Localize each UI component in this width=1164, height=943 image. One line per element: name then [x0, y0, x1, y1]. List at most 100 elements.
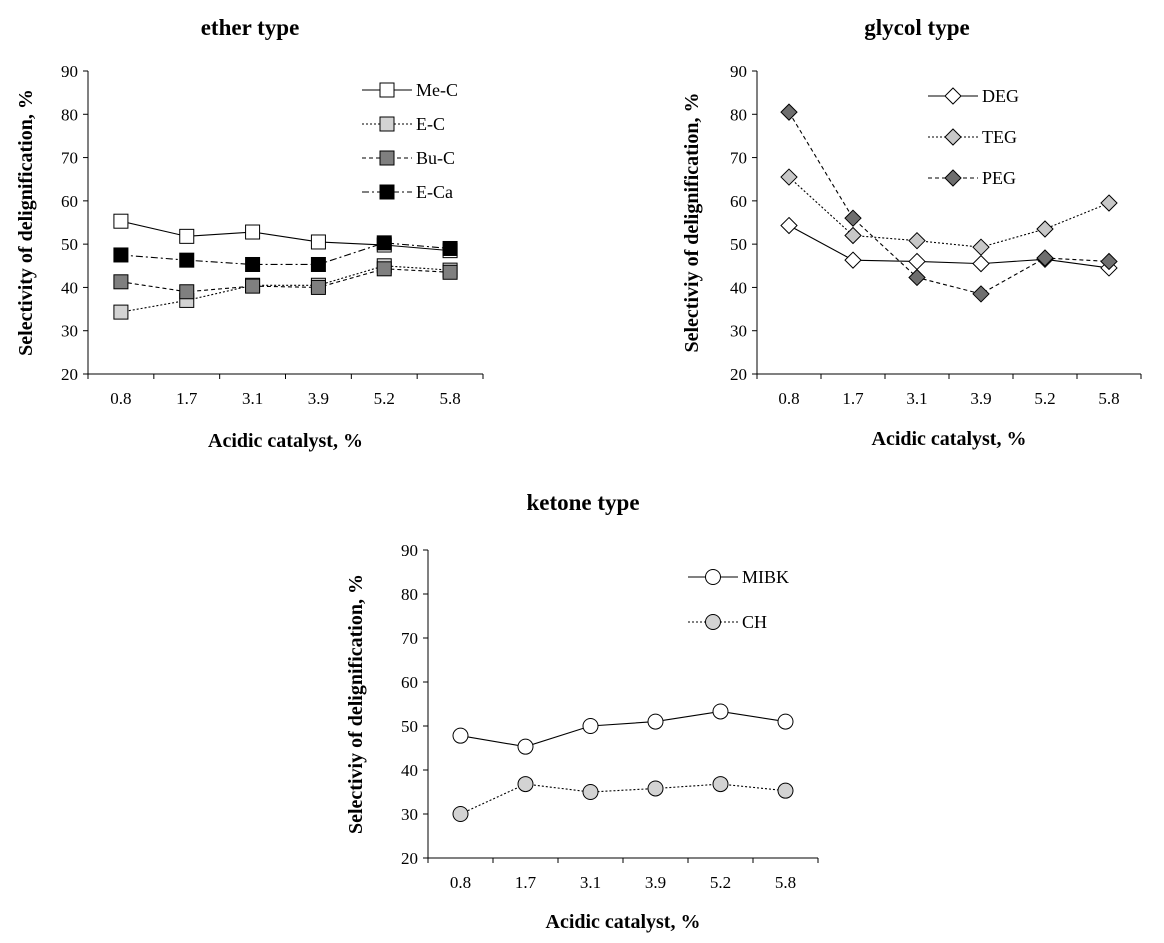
series-ch [452, 776, 794, 822]
series-line [120, 220, 451, 252]
data-point [972, 254, 990, 273]
x-tick-label: 1.7 [842, 389, 864, 408]
data-point [442, 264, 458, 280]
series-line [788, 225, 1110, 269]
data-point [777, 782, 794, 799]
data-point [1100, 194, 1118, 212]
legend-label: MIBK [742, 567, 789, 587]
y-tick-label: 70 [730, 149, 747, 168]
data-point [452, 806, 469, 822]
data-point [712, 703, 729, 720]
data-point [972, 285, 990, 303]
legend-entry-mibk: MIBK [688, 567, 789, 587]
legend-entry-e-c: E-C [362, 114, 445, 134]
legend-entry-me-c: Me-C [362, 80, 458, 100]
legend-entry-bu-c: Bu-C [362, 148, 455, 168]
data-point [582, 784, 599, 800]
y-tick-label: 40 [61, 278, 78, 297]
y-tick-label: 30 [730, 322, 747, 341]
series-line [120, 242, 451, 266]
legend-marker [705, 569, 721, 585]
y-axis-label: Selectivity of delignification, % [15, 89, 37, 356]
y-tick-label: 40 [730, 278, 747, 297]
series-e-ca [113, 235, 458, 272]
data-point [844, 209, 862, 227]
y-tick-label: 20 [61, 365, 78, 384]
legend-marker [379, 184, 395, 200]
y-tick-label: 50 [401, 717, 418, 736]
legend-label: DEG [982, 86, 1019, 106]
data-point [780, 168, 798, 186]
legend-label: E-Ca [416, 182, 453, 202]
legend-label: CH [742, 612, 767, 632]
data-point [113, 213, 129, 229]
data-point [780, 216, 798, 235]
x-tick-label: 5.8 [775, 873, 796, 892]
x-tick-label: 5.2 [374, 389, 395, 408]
chart-3: ketone type 20 30 40 50 60 70 80 90 0.8 1.7 3.1 3.9 5… [345, 490, 819, 933]
x-tick-label: 3.9 [645, 873, 666, 892]
chart-title: ketone type [526, 490, 639, 515]
series-line [788, 176, 1110, 248]
legend-marker [944, 128, 962, 146]
data-point [908, 252, 926, 271]
data-point [179, 252, 195, 268]
y-axis-label: Selectiviy of delignification, % [345, 574, 367, 834]
x-tick-label: 5.8 [439, 389, 460, 408]
data-point [582, 718, 599, 734]
y-tick-label: 90 [730, 62, 747, 81]
series-line [460, 783, 786, 815]
data-point [442, 240, 458, 256]
y-tick-label: 80 [730, 105, 747, 124]
y-tick-label: 40 [401, 761, 418, 780]
data-point [179, 228, 195, 244]
data-point [245, 224, 261, 240]
y-tick-label: 50 [730, 235, 747, 254]
data-point [517, 776, 534, 793]
data-point [376, 235, 392, 251]
data-point [310, 279, 326, 295]
y-axis-label: Selectiviy of delignification, % [681, 93, 703, 353]
series-line [120, 268, 451, 293]
x-tick-label: 3.9 [308, 389, 329, 408]
x-tick-label: 0.8 [778, 389, 799, 408]
legend-marker [944, 169, 962, 187]
x-axis-label: Acidic catalyst, % [546, 911, 701, 933]
x-tick-label: 3.1 [906, 389, 927, 408]
data-point [1036, 220, 1054, 238]
data-point [376, 261, 392, 277]
data-point [712, 776, 729, 793]
data-point [1036, 249, 1054, 267]
legend-marker [705, 614, 721, 630]
y-tick-label: 60 [61, 192, 78, 211]
x-tick-label: 1.7 [176, 389, 198, 408]
x-tick-label: 1.7 [515, 873, 537, 892]
y-tick-label: 70 [401, 629, 418, 648]
data-point [245, 278, 261, 294]
y-tick-label: 30 [61, 322, 78, 341]
data-point [310, 234, 326, 250]
legend-entry-ch: CH [688, 612, 767, 632]
y-tick-label: 20 [730, 365, 747, 384]
chart-2: glycol type 20 30 40 50 60 70 80 90 0.8 1.7 3.1 3.9 5… [681, 15, 1142, 450]
x-tick-label: 0.8 [110, 389, 131, 408]
data-point [777, 713, 794, 730]
x-axis-label: Acidic catalyst, % [208, 430, 363, 452]
chart-title: glycol type [864, 15, 969, 40]
series-bu-c [113, 261, 458, 300]
legend-label: PEG [982, 168, 1016, 188]
series-mibk [452, 703, 794, 755]
y-tick-label: 50 [61, 235, 78, 254]
data-point [780, 103, 798, 121]
series-peg [780, 103, 1118, 303]
legend-entry-teg: TEG [928, 127, 1017, 147]
y-tick-label: 30 [401, 805, 418, 824]
data-point [179, 284, 195, 300]
y-tick-label: 60 [730, 192, 747, 211]
chart-title: ether type [201, 15, 300, 40]
series-line [460, 710, 786, 748]
legend-label: E-C [416, 114, 445, 134]
legend-marker [944, 87, 962, 105]
x-tick-label: 3.9 [970, 389, 991, 408]
